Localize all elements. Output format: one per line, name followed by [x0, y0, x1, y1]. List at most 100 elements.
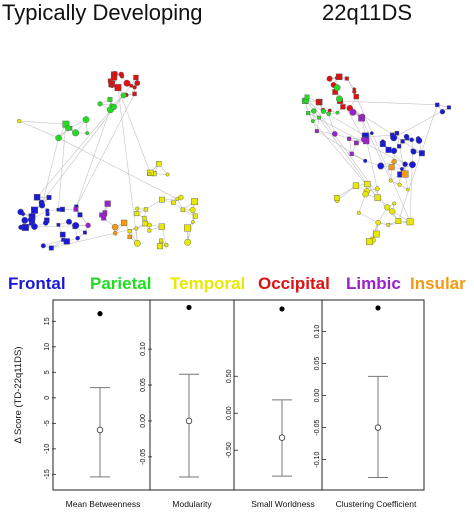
network-node [21, 217, 29, 224]
network-node [344, 76, 349, 81]
network-node [392, 201, 397, 206]
network-node [384, 204, 391, 211]
network-node [349, 108, 357, 116]
network-node [107, 97, 113, 102]
network-node [353, 94, 359, 100]
legend-frontal: Frontal [8, 274, 66, 293]
lobe-legend: Frontal Parietal Temporal Occipital Limb… [0, 274, 474, 300]
network-node [402, 161, 408, 167]
network-node [320, 108, 326, 114]
y-tick-label: 0.10 [314, 325, 321, 339]
network-node [311, 108, 317, 114]
network-node [45, 208, 50, 213]
observed-point [186, 304, 192, 311]
observed-point [375, 305, 381, 311]
network-node [82, 230, 87, 235]
plot-frame [52, 299, 425, 491]
network-node [352, 182, 360, 189]
network-node [120, 92, 127, 99]
legend-parietal: Parietal [90, 274, 152, 293]
network-node [55, 134, 62, 142]
network-node [65, 218, 72, 225]
network-node [326, 75, 333, 82]
network-node [97, 101, 103, 107]
network-node [397, 182, 402, 187]
y-tick-label: -10 [44, 444, 51, 454]
network-node [406, 218, 414, 226]
null-mean-point [374, 424, 382, 431]
observed-point [279, 306, 285, 312]
network-node [133, 239, 141, 247]
network-node [304, 94, 310, 100]
y-tick-label: -0.05 [140, 449, 147, 465]
network-node [391, 158, 397, 165]
network-node [110, 103, 117, 110]
network-node [111, 223, 119, 231]
network-node [390, 134, 398, 142]
network-node [135, 206, 140, 211]
network-node [335, 73, 343, 81]
network-node [191, 198, 198, 206]
network-node [134, 211, 140, 217]
network-node [156, 161, 162, 167]
y-tick-label: 0.00 [226, 406, 233, 420]
network-node [317, 115, 321, 120]
null-mean-point [278, 434, 286, 441]
network-node [380, 139, 386, 144]
network-node [192, 213, 198, 219]
network-node [73, 206, 79, 212]
network-node [352, 87, 357, 92]
y-tick-label: 0.05 [314, 357, 321, 371]
network-node [18, 224, 24, 230]
y-tick-label: 10 [44, 343, 51, 351]
network-node [409, 137, 414, 143]
td-network-nodes [17, 70, 198, 251]
network-node [118, 71, 124, 78]
network-node [326, 111, 331, 117]
network-node [175, 197, 180, 201]
network-node [121, 219, 128, 226]
network-node [446, 105, 451, 110]
network-node [315, 99, 321, 105]
network-node [184, 224, 191, 232]
y-tick-label: -0.50 [226, 442, 233, 458]
network-node [31, 223, 38, 230]
network-node [409, 161, 416, 169]
y-tick-label: -5 [44, 420, 51, 426]
y-axis-label: Δ Score (TD-22q11DS) [13, 347, 24, 444]
network-node [189, 206, 196, 213]
network-node [333, 84, 341, 92]
network-node [159, 238, 164, 243]
network-node [43, 220, 49, 226]
panel-label-mean-betweenness: Mean Betweenness [65, 499, 141, 509]
network-node [403, 133, 410, 140]
network-node [123, 79, 131, 87]
network-node [191, 220, 195, 224]
network-node [394, 130, 400, 136]
network-node [104, 200, 111, 207]
network-node [389, 208, 396, 215]
network-node [65, 125, 72, 132]
legend-insular: Insular [410, 274, 466, 293]
panel-label-small-worldness: Small Worldness [251, 499, 315, 509]
network-node [340, 104, 346, 110]
network-node [38, 202, 46, 209]
network-node [56, 223, 61, 227]
network-node [46, 195, 52, 200]
network-node [101, 215, 107, 221]
network-graphs [17, 70, 451, 251]
network-node [17, 118, 22, 124]
network-node [82, 116, 90, 123]
network-node [77, 212, 83, 218]
network-node [349, 151, 354, 156]
network-node [359, 113, 366, 120]
network-node [362, 190, 369, 198]
network-node [435, 102, 440, 107]
legend-occipital: Occipital [258, 274, 330, 293]
network-node [401, 170, 409, 178]
network-node [180, 207, 186, 213]
network-node [335, 95, 343, 103]
network-node [48, 245, 54, 251]
network-node [385, 146, 392, 153]
y-tick-label: 0 [44, 396, 51, 400]
